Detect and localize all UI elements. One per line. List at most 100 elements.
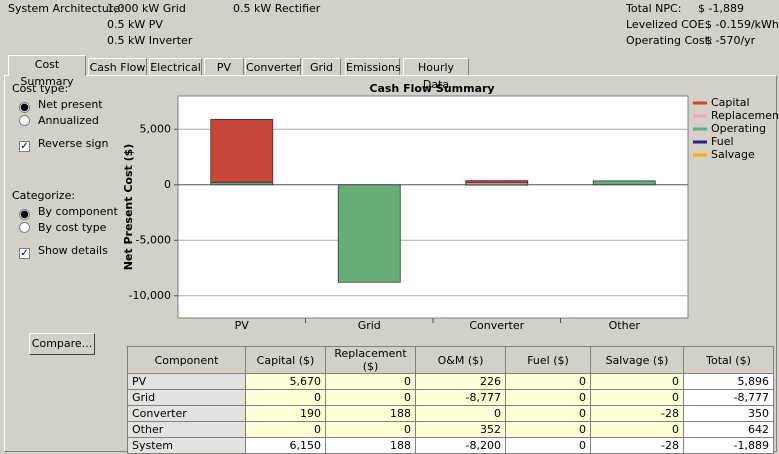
radio[interactable]: ● By component: [19, 205, 118, 220]
checkbox[interactable]: ✓ Reverse sign: [19, 137, 109, 152]
group-label: Categorize:: [12, 189, 76, 202]
table-row: Other 0 0 352 0 0 642: [127, 421, 774, 438]
column-header: Replacement ($): [325, 346, 416, 374]
table-row: Grid 0 0 -8,777 0 0 -8,777: [127, 389, 774, 406]
legend-label: Capital: [711, 96, 750, 109]
cell: 5,896: [683, 373, 774, 390]
cell: 0: [325, 421, 416, 438]
radio-label: By cost type: [38, 221, 107, 234]
cell: 0: [590, 421, 684, 438]
checkbox-label: Reverse sign: [38, 137, 109, 150]
y-axis-label: Net Present Cost ($): [122, 144, 135, 271]
chart-title: Cash Flow Summary: [369, 82, 494, 95]
tab[interactable]: Electrical: [149, 58, 202, 75]
column-header: Salvage ($): [590, 346, 684, 374]
radio-label: Net present: [38, 98, 103, 111]
architecture-item: 0.5 kW Inverter: [107, 34, 193, 47]
architecture-item: 0.5 kW PV: [107, 18, 163, 31]
cell: 0: [325, 373, 416, 390]
row-header: Converter: [127, 405, 246, 422]
y-tick-label: -5,000: [136, 233, 171, 246]
bar-segment: [210, 118, 274, 183]
cell: 188: [325, 437, 416, 454]
cell: 0: [505, 421, 591, 438]
metric-value: $ -570/yr: [705, 34, 756, 47]
checkbox[interactable]: ✓ Show details: [19, 244, 108, 259]
legend-label: Fuel: [711, 135, 734, 148]
metric-label: Total NPC:: [626, 2, 682, 15]
architecture-item: 0.5 kW Rectifier: [233, 2, 321, 15]
metric-label: Levelized COE:: [626, 18, 709, 31]
metric-value: $ -0.159/kWh: [705, 18, 779, 31]
table-row: PV 5,670 0 226 0 0 5,896: [127, 373, 774, 390]
cell: 0: [505, 437, 591, 454]
tab[interactable]: Hourly Data: [403, 58, 469, 91]
radio-label: By component: [38, 205, 118, 218]
cell: 0: [505, 389, 591, 406]
x-tick-label: Converter: [469, 319, 524, 332]
cell: 350: [683, 405, 774, 422]
tab[interactable]: Emissions: [345, 58, 401, 75]
tab[interactable]: Converter: [245, 58, 301, 75]
radio-label: Annualized: [38, 114, 99, 127]
chart: Cash Flow Summary Net Present Cost ($) -…: [122, 82, 779, 332]
cell: 0: [590, 373, 684, 390]
column-header: Fuel ($): [505, 346, 591, 374]
cell: -8,200: [415, 437, 506, 454]
legend-label: Replacement: [711, 109, 779, 122]
row-header: PV: [127, 373, 246, 390]
bar-segment: [337, 184, 401, 283]
radio[interactable]: ● Net present: [19, 98, 103, 113]
x-tick-label: Grid: [358, 319, 381, 332]
table-row: System 6,150 188 -8,200 0 -28 -1,889: [127, 437, 774, 454]
cell: 190: [245, 405, 326, 422]
cell: 0: [505, 405, 591, 422]
cell: 6,150: [245, 437, 326, 454]
cell: -28: [590, 437, 684, 454]
cell: 0: [325, 389, 416, 406]
cell: -8,777: [415, 389, 506, 406]
y-tick-label: 0: [164, 178, 171, 191]
cell: 0: [415, 405, 506, 422]
y-tick-label: 5,000: [140, 122, 172, 135]
row-header: System: [127, 437, 246, 454]
column-header: Component: [127, 346, 246, 374]
legend-label: Salvage: [711, 148, 755, 161]
legend-label: Operating: [711, 122, 766, 135]
metric-label: Operating Cost:: [626, 34, 713, 47]
architecture-item: 1,000 kW Grid: [107, 2, 186, 15]
row-header: Other: [127, 421, 246, 438]
x-tick-label: PV: [235, 319, 250, 332]
cell: 0: [590, 389, 684, 406]
tab[interactable]: Cash Flow: [88, 58, 147, 75]
column-header: Capital ($): [245, 346, 326, 374]
cell: -1,889: [683, 437, 774, 454]
cell: 5,670: [245, 373, 326, 390]
tab[interactable]: Cost Summary: [8, 55, 86, 88]
row-header: Grid: [127, 389, 246, 406]
bar-segment: [465, 180, 529, 184]
cell: 188: [325, 405, 416, 422]
cell: 0: [505, 373, 591, 390]
cell: 352: [415, 421, 506, 438]
cell: 0: [245, 421, 326, 438]
tab[interactable]: Grid: [302, 58, 341, 75]
architecture-label: System Architecture:: [8, 2, 124, 15]
cost-table: Component Capital ($) Replacement ($) O&M (…: [127, 346, 774, 454]
table-header: Component Capital ($) Replacement ($) O&M (…: [127, 346, 774, 374]
cell: 226: [415, 373, 506, 390]
metric-value: $ -1,889: [698, 2, 744, 15]
radio[interactable]: Annualized: [19, 114, 99, 127]
tab[interactable]: PV: [204, 58, 244, 75]
cell: 0: [245, 389, 326, 406]
cell: -28: [590, 405, 684, 422]
bar-segment: [592, 180, 656, 186]
radio[interactable]: By cost type: [19, 221, 106, 234]
checkbox-label: Show details: [38, 244, 108, 257]
table-row: Converter 190 188 0 0 -28 350: [127, 405, 774, 422]
y-tick-label: -10,000: [129, 289, 171, 302]
cell: 642: [683, 421, 774, 438]
compare-button[interactable]: Compare...: [29, 333, 95, 355]
column-header: O&M ($): [415, 346, 506, 374]
